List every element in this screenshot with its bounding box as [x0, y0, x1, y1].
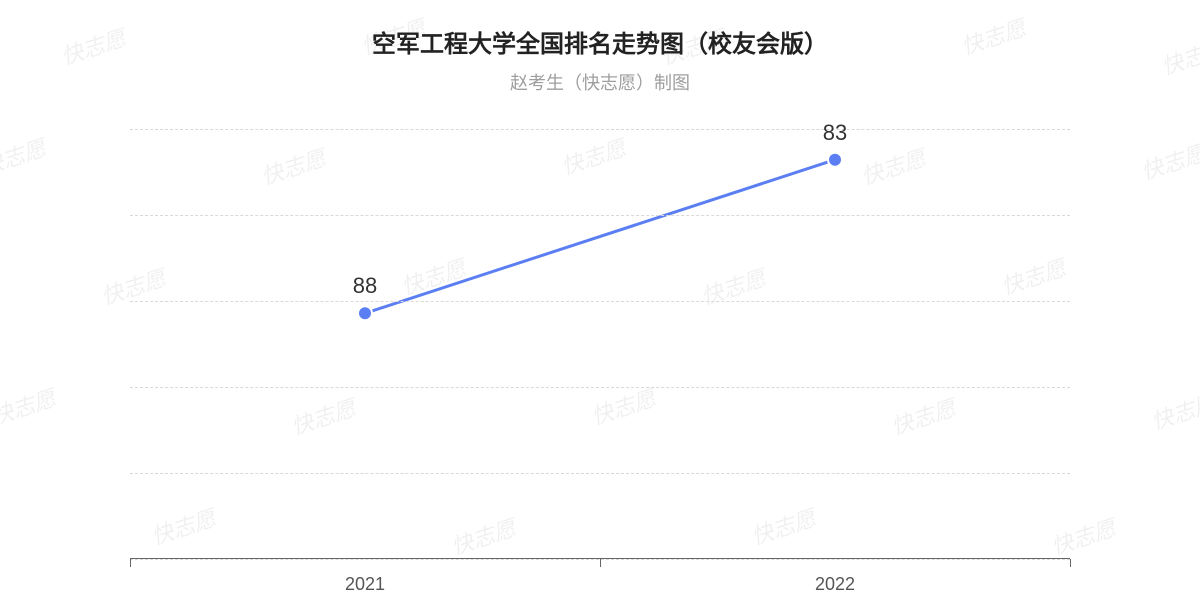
x-axis-tick — [600, 559, 601, 567]
x-axis-label: 2021 — [345, 574, 385, 595]
series-marker — [828, 153, 842, 167]
gridline — [130, 129, 1070, 130]
chart-title: 空军工程大学全国排名走势图（校友会版） — [0, 0, 1200, 59]
gridline — [130, 387, 1070, 388]
line-svg — [130, 129, 1070, 559]
series-line — [365, 160, 835, 314]
value-label: 83 — [823, 120, 847, 146]
chart-subtitle: 赵考生（快志愿）制图 — [0, 69, 1200, 95]
x-axis-tick — [130, 559, 131, 567]
gridline — [130, 473, 1070, 474]
value-label: 88 — [353, 273, 377, 299]
x-axis-label: 2022 — [815, 574, 855, 595]
gridline — [130, 215, 1070, 216]
x-axis-tick — [1070, 559, 1071, 567]
gridline — [130, 301, 1070, 302]
ranking-chart: 空军工程大学全国排名走势图（校友会版） 赵考生（快志愿）制图 202120228… — [0, 0, 1200, 600]
series-marker — [358, 306, 372, 320]
plot-area: 202120228883 — [130, 129, 1070, 559]
